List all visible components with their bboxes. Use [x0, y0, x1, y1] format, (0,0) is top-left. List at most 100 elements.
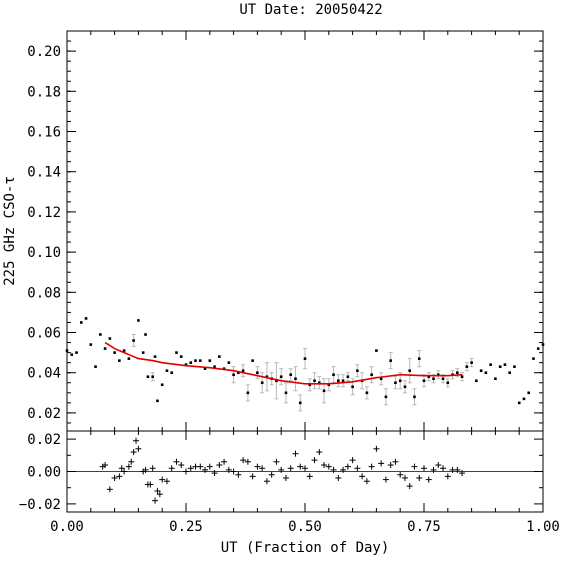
data-point — [99, 333, 102, 336]
residual-point — [330, 466, 337, 473]
data-point — [346, 375, 350, 379]
residual-point — [125, 463, 132, 470]
data-point — [189, 361, 193, 364]
data-point — [246, 391, 250, 395]
data-point — [394, 381, 397, 385]
y-tick-label: 0.02 — [27, 406, 61, 422]
residual-point — [225, 466, 232, 473]
data-point — [203, 367, 207, 370]
residual-point — [421, 465, 427, 472]
data-point — [317, 381, 321, 385]
data-point — [456, 371, 459, 375]
residual-point — [344, 463, 351, 470]
residual-point — [378, 460, 385, 467]
data-point — [351, 385, 354, 389]
data-point — [241, 369, 245, 372]
data-point — [375, 349, 378, 352]
residual-point — [106, 486, 113, 493]
residual-point — [416, 474, 423, 481]
fit-line — [104, 341, 463, 385]
data-point — [513, 365, 516, 368]
residual-point — [216, 462, 223, 469]
residual-point — [359, 473, 366, 480]
residual-point — [430, 466, 437, 473]
y-axis-label: 225 GHz CSO-τ — [2, 176, 18, 286]
residual-point — [230, 468, 237, 475]
residual-point — [102, 462, 109, 469]
residual-point — [316, 449, 323, 456]
residual-point — [273, 458, 280, 465]
residual-point — [121, 468, 128, 475]
data-point — [160, 383, 164, 387]
data-point — [256, 371, 259, 375]
residual-y-tick-label: 0.02 — [27, 432, 61, 448]
main-frame — [66, 30, 544, 432]
data-point — [118, 359, 121, 362]
data-point — [175, 351, 178, 354]
main-errorbars — [131, 334, 474, 412]
data-point — [332, 373, 335, 377]
residual-point — [149, 465, 156, 472]
residual-point — [401, 474, 408, 481]
data-point — [379, 377, 383, 381]
data-point — [508, 371, 511, 375]
data-point — [198, 359, 202, 362]
data-point — [75, 351, 78, 354]
residual-point — [187, 465, 194, 472]
data-point — [465, 365, 469, 368]
residual-point — [321, 462, 328, 469]
data-point — [327, 383, 331, 387]
data-point — [498, 365, 502, 368]
residual-point — [135, 445, 142, 452]
data-point — [432, 377, 435, 381]
data-point — [289, 373, 293, 377]
data-point — [417, 357, 421, 360]
data-point — [494, 377, 497, 381]
residual-point — [425, 476, 432, 483]
main-y-ticks: 0.02 0.04 0.06 0.08 0.10 0.12 0.14 0.16 0.18 0.20 — [27, 40, 543, 424]
data-point — [503, 363, 507, 366]
data-point — [227, 361, 231, 364]
residual-point — [259, 465, 266, 472]
residual-point — [159, 476, 166, 483]
y-tick-label: 0.16 — [27, 125, 61, 141]
residual-point — [249, 473, 256, 480]
residual-point — [156, 491, 163, 498]
data-point — [222, 367, 226, 370]
data-point — [527, 391, 531, 395]
residual-x-ticks: 0.00 0.25 0.50 0.75 1.00 — [50, 431, 560, 535]
data-point — [536, 347, 540, 350]
data-point — [265, 375, 269, 379]
data-point — [313, 379, 316, 383]
data-point — [279, 375, 283, 379]
residual-point — [235, 471, 242, 478]
data-point — [365, 391, 369, 395]
residual-point — [282, 474, 289, 481]
data-point — [413, 395, 416, 399]
data-point — [441, 377, 445, 381]
data-point — [389, 359, 392, 362]
residual-point — [335, 474, 342, 481]
residual-point — [211, 470, 218, 477]
residual-point — [133, 437, 140, 444]
residual-point — [254, 463, 261, 470]
data-point — [470, 361, 473, 364]
data-point — [127, 357, 131, 360]
data-point — [303, 357, 307, 360]
data-point — [144, 333, 147, 336]
data-point — [522, 397, 526, 401]
residual-point — [392, 458, 399, 465]
residual-point — [435, 462, 442, 469]
data-point — [384, 395, 388, 399]
data-point — [475, 379, 478, 383]
data-point — [341, 379, 345, 383]
y-tick-label: 0.06 — [27, 326, 61, 342]
residual-point — [168, 465, 175, 472]
data-point — [122, 349, 126, 352]
residual-point — [278, 466, 285, 473]
data-point — [298, 401, 302, 405]
data-point — [103, 347, 107, 350]
data-point — [322, 389, 326, 393]
data-point — [89, 343, 93, 346]
